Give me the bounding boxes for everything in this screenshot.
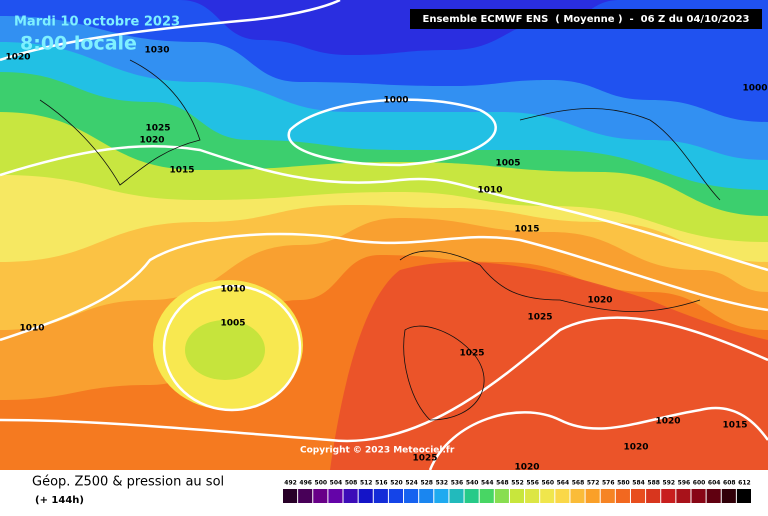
header-box xyxy=(410,9,762,29)
scale-swatch xyxy=(570,489,585,503)
scale-label: 588 xyxy=(647,480,660,487)
scale-swatch xyxy=(676,489,691,503)
valid-date: Mardi 10 octobre 2023 xyxy=(14,15,180,30)
scale-swatch xyxy=(479,489,494,503)
scale-swatch xyxy=(600,489,615,503)
scale-label: 524 xyxy=(405,480,418,487)
isobars xyxy=(0,0,768,471)
scale-label: 516 xyxy=(375,480,388,487)
isobar-labels: 1020 1030 1000 1000 1025 1020 1015 1005 1010 1015… xyxy=(5,46,767,473)
isobar-label: 1025 xyxy=(527,313,552,323)
scale-label: 544 xyxy=(481,480,494,487)
scale-swatch xyxy=(555,489,570,503)
scale-swatch xyxy=(298,489,313,503)
isobar-label: 1010 xyxy=(477,186,502,196)
scale-swatch xyxy=(509,489,525,503)
isobar-label: 1010 xyxy=(220,285,245,295)
isobar-label: 1020 xyxy=(655,417,680,427)
scale-label: 572 xyxy=(587,480,600,487)
scale-label: 556 xyxy=(526,480,539,487)
scale-label: 536 xyxy=(451,480,464,487)
scale-swatch xyxy=(630,489,646,503)
valid-time: 8:00 locale xyxy=(20,33,137,55)
scale-swatch xyxy=(525,489,540,503)
scale-label: 584 xyxy=(632,480,645,487)
scale-label: 500 xyxy=(315,480,328,487)
scale-swatch xyxy=(540,489,555,503)
low-core xyxy=(185,320,265,380)
scale-label: 592 xyxy=(663,480,676,487)
scale-label: 612 xyxy=(738,480,751,487)
scale-swatch xyxy=(661,489,676,503)
isobar-label: 1020 xyxy=(5,53,30,63)
isobar-label: 1025 xyxy=(412,454,437,464)
scale-swatch xyxy=(313,489,328,503)
scale-swatch xyxy=(343,489,358,503)
scale-label: 552 xyxy=(511,480,524,487)
scale-label: 596 xyxy=(678,480,691,487)
scale-swatch xyxy=(404,489,419,503)
scale-label: 504 xyxy=(330,480,343,487)
scale-swatch xyxy=(615,489,630,503)
scale-label: 508 xyxy=(345,480,358,487)
scale-label: 608 xyxy=(723,480,736,487)
coastlines xyxy=(39,59,721,421)
isobar-label: 1000 xyxy=(742,84,767,94)
scale-swatch xyxy=(388,489,404,503)
scale-label: 532 xyxy=(436,480,449,487)
scale-swatch xyxy=(736,489,751,503)
isobar-label: 1015 xyxy=(722,421,747,431)
isobar-label: 1015 xyxy=(514,225,539,235)
scale-label: 564 xyxy=(557,480,570,487)
isobar-label: 1015 xyxy=(169,166,194,176)
scale-swatch xyxy=(283,489,298,503)
scale-label: 520 xyxy=(390,480,403,487)
lead-time: (+ 144h) xyxy=(35,495,84,506)
scale-label: 576 xyxy=(602,480,615,487)
isobar-label: 1025 xyxy=(459,349,484,359)
scale-swatch xyxy=(691,489,706,503)
isobar-label: 1025 xyxy=(145,124,170,134)
isobar-label: 1020 xyxy=(514,463,539,473)
field-title: Géop. Z500 & pression au sol xyxy=(32,475,224,490)
scale-swatch xyxy=(449,489,464,503)
scale-label: 528 xyxy=(420,480,433,487)
scale-swatch xyxy=(358,489,373,503)
isobar-label: 1020 xyxy=(623,443,648,453)
model-run: Ensemble ECMWF ENS ( Moyenne ) - 06 Z du… xyxy=(423,14,750,25)
scale-swatch xyxy=(419,489,434,503)
scale-label: 580 xyxy=(617,480,630,487)
copyright: Copyright © 2023 Meteociel.fr xyxy=(300,446,455,456)
isobar-label: 1020 xyxy=(139,136,164,146)
scale-label: 496 xyxy=(299,480,312,487)
scale-swatch xyxy=(464,489,479,503)
scale-swatch xyxy=(373,489,388,503)
scale-label: 560 xyxy=(541,480,554,487)
scale-swatch xyxy=(494,489,509,503)
scale-label: 492 xyxy=(284,480,297,487)
isobar-label: 1005 xyxy=(220,319,245,329)
scale-label: 512 xyxy=(360,480,373,487)
scale-label: 600 xyxy=(693,480,706,487)
scale-label: 548 xyxy=(496,480,509,487)
scale-swatch xyxy=(721,489,736,503)
color-scale: 492 496 500 504 508 512 516 520 524 528 532 536 540 5… xyxy=(283,480,751,503)
scale-swatch xyxy=(646,489,661,503)
isobar-label: 1005 xyxy=(495,159,520,169)
isobar-label: 1020 xyxy=(587,296,612,306)
isobar-label: 1000 xyxy=(383,96,408,106)
scale-swatch xyxy=(585,489,600,503)
isobar-label: 1030 xyxy=(144,46,169,56)
scale-label: 604 xyxy=(708,480,721,487)
scale-label: 540 xyxy=(466,480,479,487)
scale-swatch xyxy=(706,489,721,503)
z500-band xyxy=(0,0,768,122)
scale-swatch xyxy=(434,489,449,503)
isobar-label: 1010 xyxy=(19,324,44,334)
scale-label: 568 xyxy=(572,480,585,487)
scale-swatch xyxy=(328,489,343,503)
